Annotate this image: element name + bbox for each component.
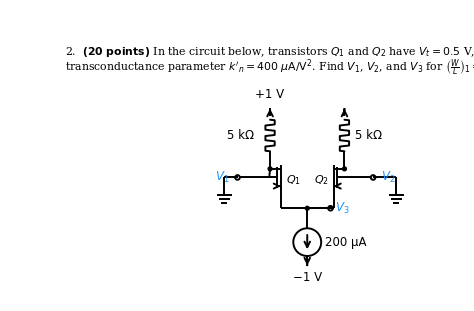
Text: −1 V: −1 V <box>292 272 322 284</box>
Text: 200 μA: 200 μA <box>325 236 366 248</box>
Text: $Q_2$: $Q_2$ <box>314 174 329 188</box>
Circle shape <box>268 167 272 171</box>
Circle shape <box>343 167 346 171</box>
Text: +1 V: +1 V <box>255 88 284 101</box>
Text: 5 kΩ: 5 kΩ <box>228 129 255 142</box>
Text: $V_2$: $V_2$ <box>381 170 395 185</box>
Text: $V_1$: $V_1$ <box>215 170 230 185</box>
Text: $Q_1$: $Q_1$ <box>285 174 301 188</box>
Text: 2.  $\mathbf{(20\ points)}$ In the circuit below, transistors $Q_1$ and $Q_2$ ha: 2. $\mathbf{(20\ points)}$ In the circui… <box>65 45 474 59</box>
Circle shape <box>305 206 309 210</box>
Text: transconductance parameter $k'_n = 400\ \mu\mathrm{A/V^2}$. Find $V_1$, $V_2$, a: transconductance parameter $k'_n = 400\ … <box>65 58 474 80</box>
Text: $V_3$: $V_3$ <box>335 201 350 216</box>
Text: 5 kΩ: 5 kΩ <box>356 129 383 142</box>
